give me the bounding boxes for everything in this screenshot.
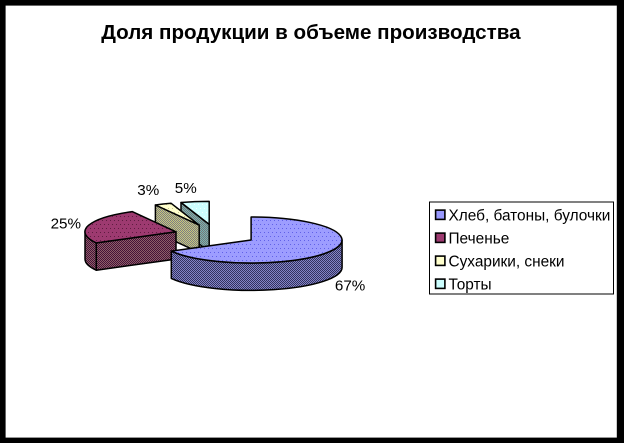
svg-text:67%: 67% [335,278,365,295]
svg-text:Доля продукции в объеме произв: Доля продукции в объеме производства [101,21,521,44]
svg-text:25%: 25% [51,216,81,233]
svg-text:Печенье: Печенье [449,230,510,247]
svg-text:3%: 3% [137,182,159,199]
svg-text:5%: 5% [175,180,197,197]
svg-text:Торты: Торты [449,276,492,293]
svg-text:Сухарики, снеки: Сухарики, снеки [449,253,565,270]
svg-text:Хлеб, батоны, булочки: Хлеб, батоны, булочки [449,207,611,224]
